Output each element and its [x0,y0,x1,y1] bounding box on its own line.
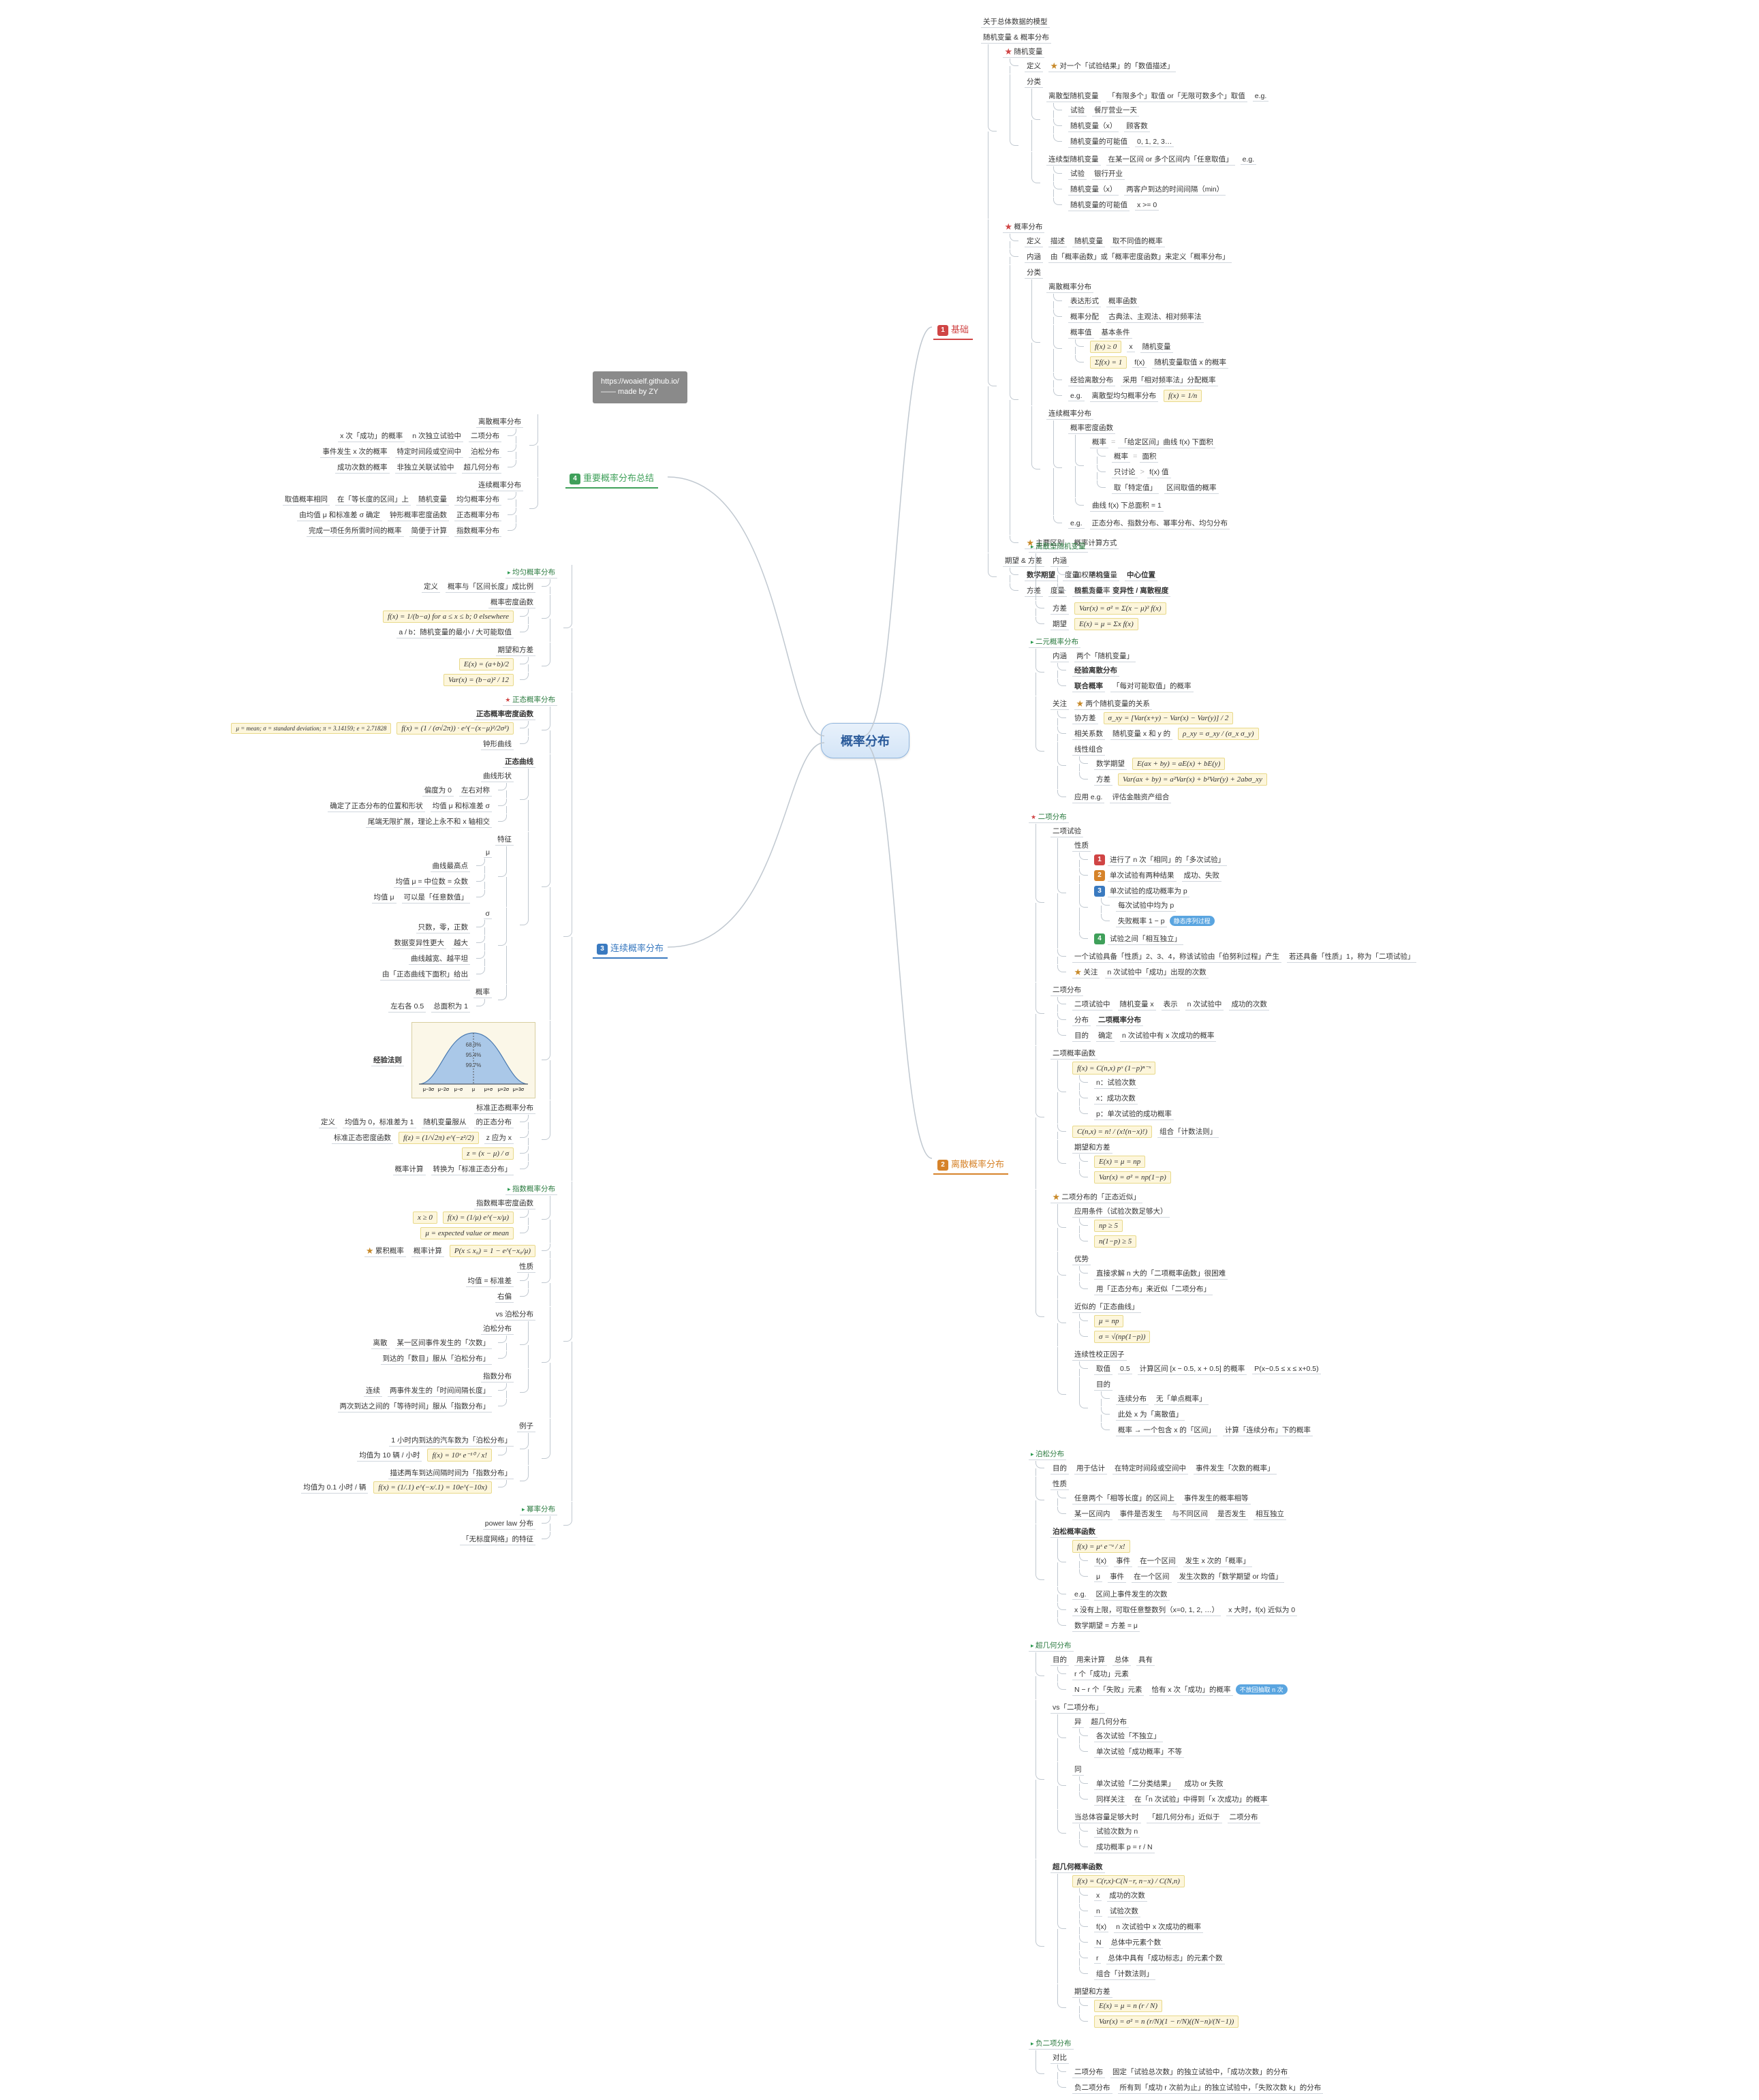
section-2-label: 2离散概率分布 [933,1155,1008,1175]
power-title: 幂率分布 [520,1503,557,1515]
section-4-label: 4重要概率分布总结 [565,469,658,489]
svg-text:μ: μ [472,1087,475,1092]
s1-tree: 关于总体数据的模型 随机变量 & 概率分布 随机变量 定义对一个「试验结果」的「… [974,14,1737,603]
svg-text:99.7%: 99.7% [466,1062,482,1068]
section-3-label: 3连续概率分布 [593,939,668,959]
normal-title: 正态概率分布 [503,694,557,706]
rv-label: 随机变量 [1003,46,1044,58]
svg-text:95.4%: 95.4% [466,1052,482,1058]
num-badge: 3 [597,944,608,955]
section-2: 2离散概率分布 [933,1155,1008,1175]
bivar-title: 二元概率分布 [1029,636,1080,648]
poisson-title: 泊松分布 [1029,1448,1066,1460]
s1-heading: 关于总体数据的模型 [981,16,1050,28]
negbin-title: 负二项分布 [1029,2037,1074,2050]
binom-title: 二项分布 [1029,811,1069,823]
num-badge: 2 [937,1160,948,1171]
svg-text:μ−3σ: μ−3σ [423,1087,435,1092]
num-badge: 1 [937,325,948,336]
s1-rv: 随机变量 & 概率分布 [981,31,1051,44]
credit-author: —— made by ZY [601,388,658,396]
svg-text:μ+2σ: μ+2σ [498,1087,510,1092]
expo-title: 指数概率分布 [505,1183,557,1195]
num-badge: 4 [570,474,580,484]
connector-s4 [647,463,824,743]
hypergeo-title: 超几何分布 [1029,1639,1074,1652]
uniform-title: 均匀概率分布 [505,566,557,578]
section-1: 1基础 [933,320,973,340]
s3-tree: 均匀概率分布 定义概率与「区间长度」成比例 概率密度函数 f(x) = 1/(b… [20,562,586,1551]
svg-text:μ−2σ: μ−2σ [438,1087,450,1092]
section-4: 4重要概率分布总结 [565,469,658,489]
pd-label: 概率分布 [1003,221,1044,233]
drv-title: 离散型随机变量 [1029,540,1088,553]
svg-text:μ+σ: μ+σ [484,1087,493,1092]
s2-tree: 离散型随机变量 内涵 加权平均值权重为概率 方差Var(x) = σ² = Σ(… [1022,538,1744,2100]
svg-text:μ+3σ: μ+3σ [513,1087,525,1092]
connector-s3 [647,736,824,961]
empirical-rule-figure: 68.3% 95.4% 99.7% μ−3σ μ−2σ μ−σ μ μ+σ μ+… [411,1022,535,1098]
credit-box: https://woaielf.github.io/ —— made by ZY [593,371,687,403]
svg-text:μ−σ: μ−σ [454,1087,463,1092]
svg-text:68.3%: 68.3% [466,1042,482,1048]
credit-url: https://woaielf.github.io/ [601,377,679,386]
s4-tree: 离散概率分布 x 次「成功」的概率n 次独立试验中二项分布 事件发生 x 次的概… [68,412,552,543]
section-1-label: 1基础 [933,320,973,340]
section-3: 3连续概率分布 [593,939,668,959]
